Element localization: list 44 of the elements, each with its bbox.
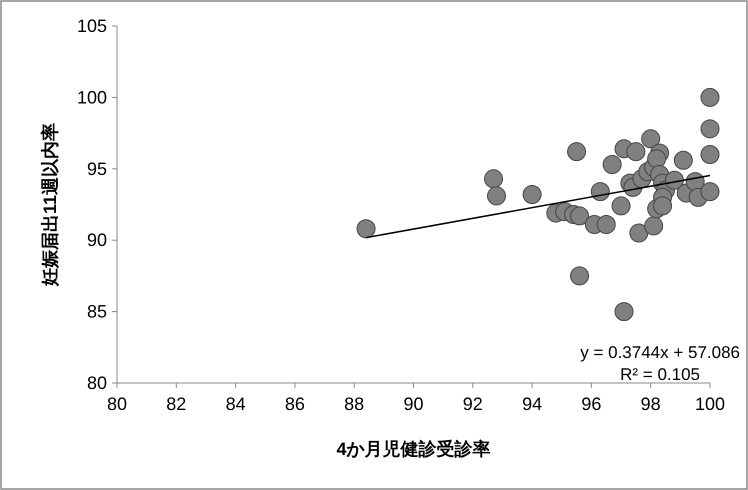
x-tick-label: 98: [640, 394, 661, 414]
point: [487, 186, 506, 206]
point: [522, 185, 542, 204]
y-tick-label: 85: [86, 302, 107, 322]
y-tick-label: 105: [76, 16, 107, 36]
x-tick-label: 90: [403, 394, 424, 414]
point: [590, 182, 610, 202]
y-axis-title: 妊娠届出11週以内率: [40, 122, 60, 288]
x-tick-label: 82: [166, 394, 186, 414]
y-tick-label: 90: [86, 230, 107, 250]
x-tick-label: 86: [284, 394, 305, 414]
point: [700, 88, 720, 107]
point: [641, 129, 660, 148]
x-axis-title: 4か月児健診受診率: [336, 439, 491, 459]
point: [614, 302, 634, 322]
y-tick-label: 95: [86, 158, 107, 179]
x-tick-label: 84: [226, 394, 246, 414]
point: [700, 119, 720, 138]
point: [626, 142, 646, 162]
point: [356, 219, 376, 238]
annotation: y = 0.3744x + 57.086: [580, 343, 740, 362]
point: [612, 196, 631, 216]
point: [596, 214, 616, 234]
point: [700, 145, 720, 164]
x-tick-label: 96: [581, 394, 602, 414]
annotation: R² = 0.105: [620, 365, 700, 384]
x-tick-label: 88: [344, 394, 364, 414]
point: [570, 206, 590, 226]
point: [484, 169, 504, 188]
x-tick-label: 100: [694, 394, 726, 414]
x-tick-label: 94: [522, 394, 542, 414]
x-tick-label: 92: [462, 394, 483, 414]
x-tick-label: 80: [106, 394, 128, 414]
point: [570, 266, 590, 286]
point: [647, 149, 666, 168]
y-tick-label: 100: [76, 87, 107, 108]
point: [674, 150, 693, 170]
point: [629, 224, 648, 243]
point: [653, 196, 672, 216]
point: [602, 155, 622, 174]
y-tick-label: 80: [86, 373, 107, 393]
point: [567, 142, 586, 162]
point: [644, 216, 664, 236]
point: [700, 182, 720, 202]
